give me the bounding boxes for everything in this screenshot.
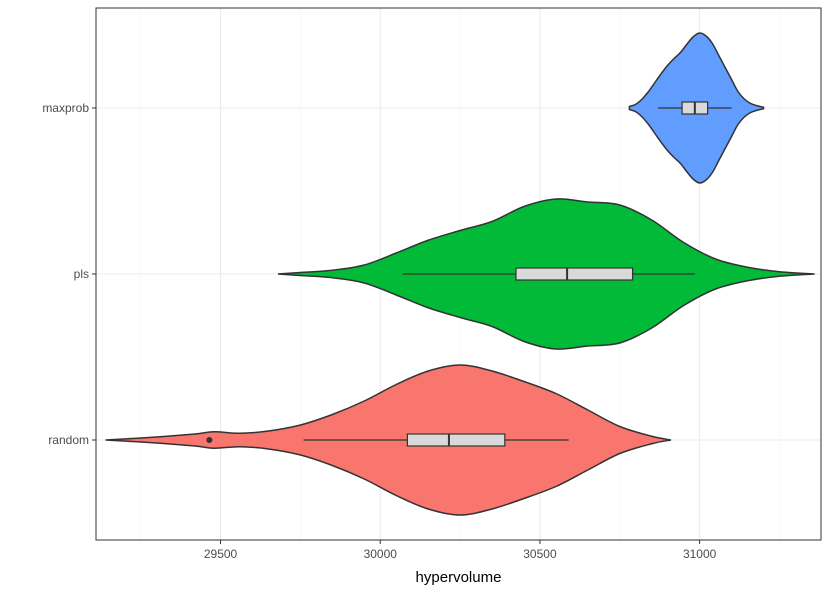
x-tick-label: 29500 (204, 547, 238, 561)
box-random (406, 433, 506, 447)
y-tick-label: pls (74, 267, 89, 281)
y-tick-label: random (48, 433, 89, 447)
box-pls (515, 267, 634, 281)
axes: 29500 30000 30500 31000 maxprob pls random (42, 101, 716, 561)
x-axis-title: hypervolume (416, 569, 502, 586)
x-tick-label: 30500 (523, 547, 557, 561)
y-tick-label: maxprob (42, 101, 89, 115)
x-tick-label: 30000 (364, 547, 398, 561)
outlier-random (206, 437, 213, 443)
boxplots (206, 101, 732, 447)
x-tick-label: 31000 (683, 547, 717, 561)
